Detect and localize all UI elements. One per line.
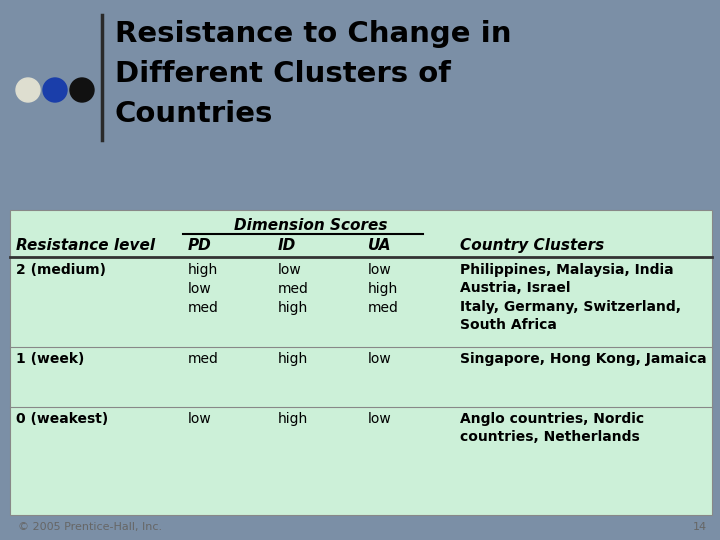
Text: Different Clusters of: Different Clusters of xyxy=(115,60,451,88)
Text: Countries: Countries xyxy=(115,100,274,128)
Text: Dimension Scores: Dimension Scores xyxy=(234,218,387,233)
Text: high
low
med: high low med xyxy=(188,263,219,315)
Text: Resistance level: Resistance level xyxy=(16,238,155,253)
Text: Resistance to Change in: Resistance to Change in xyxy=(115,20,511,48)
Text: Singapore, Hong Kong, Jamaica: Singapore, Hong Kong, Jamaica xyxy=(460,352,706,366)
Text: ID: ID xyxy=(278,238,296,253)
Text: high: high xyxy=(278,352,308,366)
Text: low
med
high: low med high xyxy=(278,263,309,315)
Text: 0 (weakest): 0 (weakest) xyxy=(16,412,108,426)
Circle shape xyxy=(43,78,67,102)
Circle shape xyxy=(16,78,40,102)
Text: Philippines, Malaysia, India
Austria, Israel
Italy, Germany, Switzerland,
South : Philippines, Malaysia, India Austria, Is… xyxy=(460,263,681,332)
Text: med: med xyxy=(188,352,219,366)
Text: low
high
med: low high med xyxy=(368,263,399,315)
Text: PD: PD xyxy=(188,238,212,253)
Text: Anglo countries, Nordic
countries, Netherlands: Anglo countries, Nordic countries, Nethe… xyxy=(460,412,644,444)
Text: low: low xyxy=(368,352,392,366)
Text: high: high xyxy=(278,412,308,426)
Text: 14: 14 xyxy=(693,522,707,532)
Text: low: low xyxy=(188,412,212,426)
Text: © 2005 Prentice-Hall, Inc.: © 2005 Prentice-Hall, Inc. xyxy=(18,522,162,532)
Text: 2 (medium): 2 (medium) xyxy=(16,263,106,277)
Text: UA: UA xyxy=(368,238,392,253)
Text: low: low xyxy=(368,412,392,426)
Text: 1 (week): 1 (week) xyxy=(16,352,84,366)
Text: Country Clusters: Country Clusters xyxy=(460,238,604,253)
Circle shape xyxy=(70,78,94,102)
FancyBboxPatch shape xyxy=(10,210,712,515)
